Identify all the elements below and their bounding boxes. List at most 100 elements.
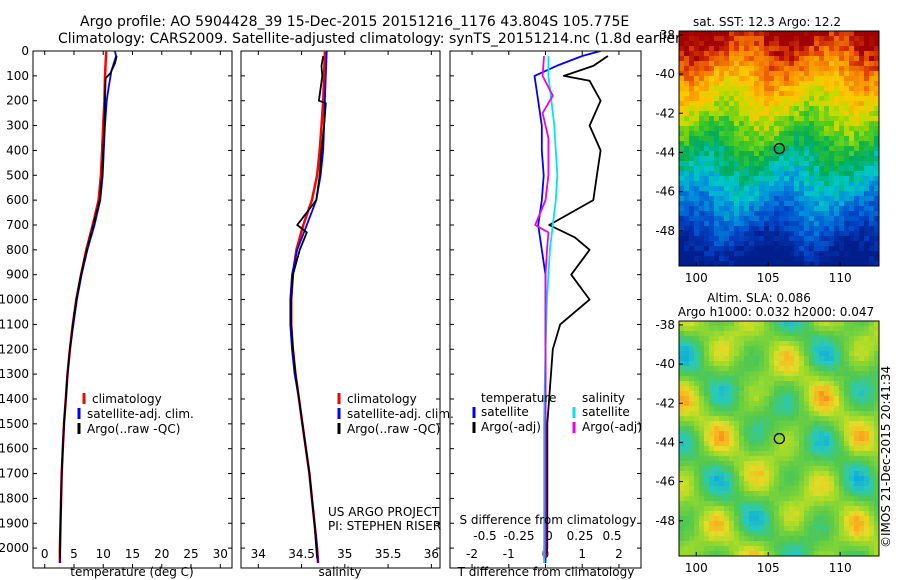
sla-cell (844, 381, 850, 387)
sst-cell (794, 36, 800, 42)
sla-cell (839, 491, 845, 497)
sla-cell (764, 361, 770, 367)
sla-cell (839, 476, 845, 482)
sst-cell (799, 186, 805, 192)
sla-cell (734, 411, 740, 417)
sst-cell (864, 146, 870, 152)
sla-cell (724, 521, 730, 527)
sst-cell (864, 111, 870, 117)
sst-cell (804, 181, 810, 187)
sst-cell (699, 126, 705, 132)
sst-cell (874, 151, 880, 157)
sst-cell (689, 161, 695, 167)
sla-cell (839, 366, 845, 372)
sla-cell (834, 341, 840, 347)
sla-cell (819, 376, 825, 382)
sst-cell (799, 216, 805, 222)
sst-cell (689, 111, 695, 117)
sst-cell (764, 96, 770, 102)
sst-cell (774, 66, 780, 72)
sla-cell (739, 491, 745, 497)
sla-cell (719, 441, 725, 447)
sst-cell (679, 91, 685, 97)
sla-cell (859, 366, 865, 372)
sst-cell (764, 126, 770, 132)
legend-label-argo: Argo(..raw -QC) (87, 422, 180, 436)
sst-cell (769, 236, 775, 242)
sla-cell (714, 431, 720, 437)
sst-cell (789, 86, 795, 92)
sla-cell (804, 496, 810, 502)
sla-cell (844, 396, 850, 402)
sst-cell (719, 146, 725, 152)
sla-cell (849, 546, 855, 552)
sst-cell (744, 196, 750, 202)
sla-cell (709, 366, 715, 372)
sst-cell (849, 61, 855, 67)
sla-cell (794, 466, 800, 472)
sla-cell (739, 351, 745, 357)
sla-cell (799, 546, 805, 552)
sla-cell (704, 526, 710, 532)
sst-cell (864, 231, 870, 237)
sla-cell (789, 361, 795, 367)
sst-cell (804, 56, 810, 62)
sst-cell (829, 261, 835, 267)
sla-cell (764, 461, 770, 467)
sst-cell (789, 81, 795, 87)
sla-cell (794, 356, 800, 362)
sla-cell (754, 526, 760, 532)
sla-cell (689, 371, 695, 377)
sla-cell (874, 406, 880, 412)
sla-cell (859, 466, 865, 472)
sst-cell (859, 216, 865, 222)
sla-cell (679, 406, 685, 412)
sla-cell (819, 521, 825, 527)
sst-cell (834, 186, 840, 192)
project-line-1: US ARGO PROJECT (328, 505, 440, 519)
sst-cell (814, 101, 820, 107)
sst-cell (729, 116, 735, 122)
sla-cell (774, 536, 780, 542)
sla-cell (859, 541, 865, 547)
sst-cell (869, 191, 875, 197)
sla-cell (869, 381, 875, 387)
sla-cell (789, 411, 795, 417)
sla-cell (719, 406, 725, 412)
sst-cell (809, 141, 815, 147)
sla-cell (769, 531, 775, 537)
sla-cell (739, 336, 745, 342)
sst-cell (864, 186, 870, 192)
sst-cell (719, 166, 725, 172)
sla-cell (754, 551, 760, 557)
sla-cell (769, 466, 775, 472)
sla-cell (754, 541, 760, 547)
sst-cell (799, 206, 805, 212)
sla-cell (799, 451, 805, 457)
sla-cell (854, 326, 860, 332)
sst-cell (709, 31, 715, 37)
temperature-axis-label: temperature (deg C) (70, 565, 193, 579)
sst-cell (854, 186, 860, 192)
sla-cell (709, 321, 715, 327)
sst-cell (859, 196, 865, 202)
sla-cell (754, 446, 760, 452)
sla-cell (689, 491, 695, 497)
sst-cell (829, 216, 835, 222)
sla-cell (804, 506, 810, 512)
sst-cell (679, 196, 685, 202)
salinity-series-group (289, 51, 328, 564)
sla-cell (679, 471, 685, 477)
sst-cell (814, 46, 820, 52)
climatology-line (58, 51, 108, 563)
sla-cell (709, 521, 715, 527)
sst-cell (719, 101, 725, 107)
sla-cell (754, 531, 760, 537)
sla-cell (809, 491, 815, 497)
sla-cell (809, 341, 815, 347)
sst-cell (874, 86, 880, 92)
sla-cell (864, 481, 870, 487)
sla-cell (834, 451, 840, 457)
sla-cell (874, 466, 880, 472)
sst-cell (854, 241, 860, 247)
